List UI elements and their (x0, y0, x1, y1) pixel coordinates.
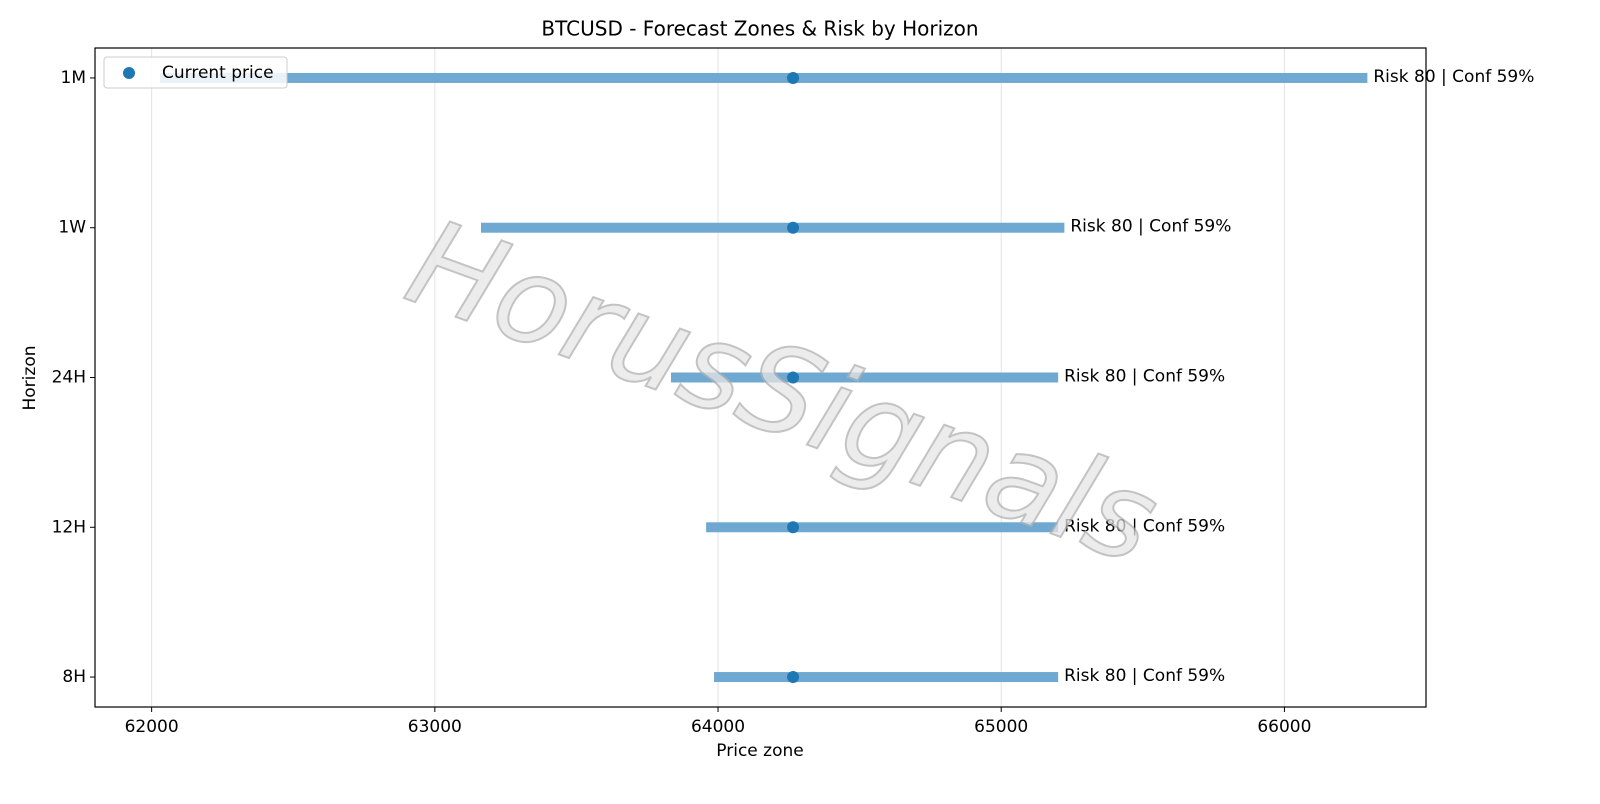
x-tick-label: 63000 (408, 717, 462, 737)
legend-marker (123, 67, 135, 79)
range-bar (160, 72, 1368, 83)
y-tick-label: 1W (58, 218, 86, 238)
chart-title: BTCUSD - Forecast Zones & Risk by Horizo… (541, 17, 978, 41)
legend-box (103, 56, 288, 89)
annotation: Risk 80 | Conf 59% (1070, 217, 1231, 237)
annotation: Risk 80 | Conf 59% (1064, 666, 1225, 686)
current-price-dot (787, 671, 800, 684)
plot-area: Risk 80 | Conf 59% Risk 80 | Conf 59% Risk… (160, 67, 1534, 686)
x-axis-label: Price zone (716, 741, 803, 761)
range-bar (706, 522, 1059, 533)
current-price-dot (787, 71, 800, 84)
range-bar (480, 222, 1065, 233)
x-tick-label: 66000 (1257, 717, 1311, 737)
current-price-dot (787, 371, 800, 384)
y-axis-label: Horizon (20, 346, 40, 411)
annotation: Risk 80 | Conf 59% (1373, 67, 1534, 87)
annotation: Risk 80 | Conf 59% (1064, 516, 1225, 536)
legend-label: Current price (162, 63, 274, 83)
x-tick-label: 62000 (125, 717, 179, 737)
range-bar (671, 372, 1059, 383)
annotation: Risk 80 | Conf 59% (1064, 367, 1225, 387)
range-bar (714, 672, 1059, 683)
y-tick-label: 12H (52, 517, 86, 537)
current-price-dot (787, 221, 800, 234)
y-tick-label: 8H (62, 667, 86, 687)
x-tick-label: 64000 (691, 717, 745, 737)
legend: Current price (103, 56, 288, 89)
current-price-dot (787, 521, 800, 534)
y-tick-label: 1M (61, 68, 86, 88)
y-tick-label: 24H (52, 368, 86, 388)
x-tick-label: 65000 (974, 717, 1028, 737)
